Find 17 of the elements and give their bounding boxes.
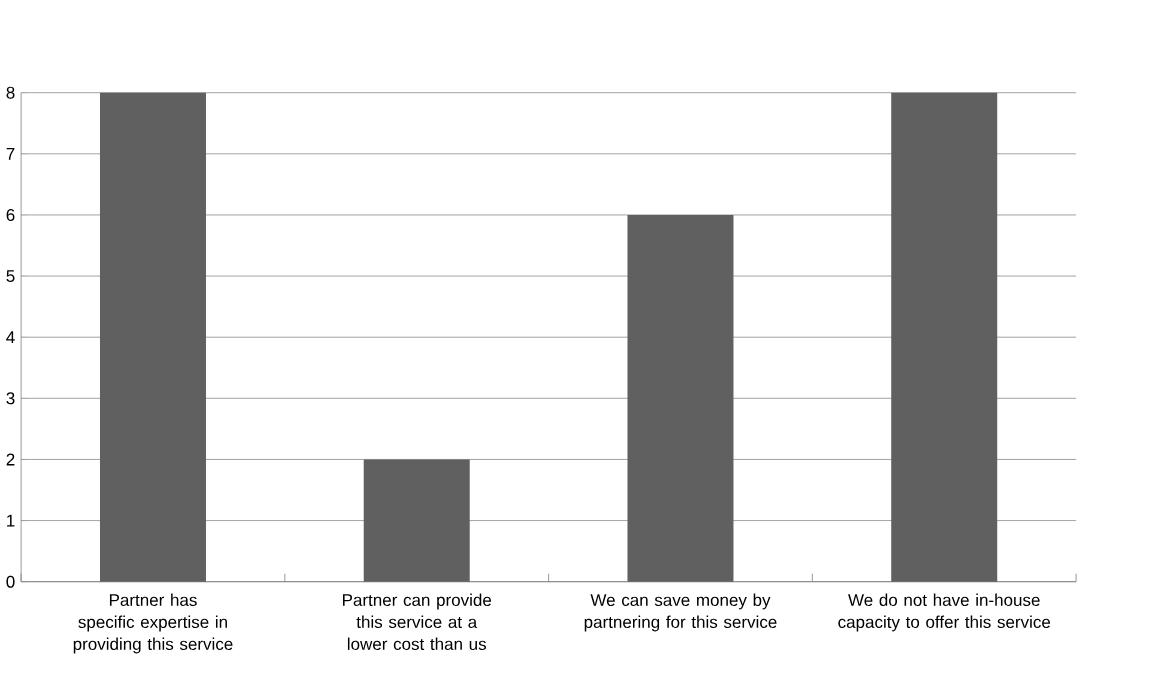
y-tick-label: 3 [6,392,15,405]
y-tick-label: 7 [6,147,15,160]
y-tick-label: 5 [6,270,15,283]
bar [891,92,998,582]
bar [99,92,206,582]
y-tick-label: 4 [6,331,15,344]
x-tick-label: Partner can provide this service at a lower cost than us [343,593,492,651]
y-tick-label: 8 [6,86,15,99]
x-tick-label: Partner has specific expertise in providing this service [73,593,233,654]
x-tick-label: We do not have in-house capacity to offer this service [838,593,1051,632]
bar [627,214,734,582]
y-tick-label: 6 [6,208,15,221]
y-tick-label: 1 [7,514,15,527]
bar [363,459,470,582]
y-tick-label: 0 [6,575,15,588]
x-tick-label: We can save money by partnering for this service [584,593,777,632]
y-tick-label: 2 [6,453,15,466]
